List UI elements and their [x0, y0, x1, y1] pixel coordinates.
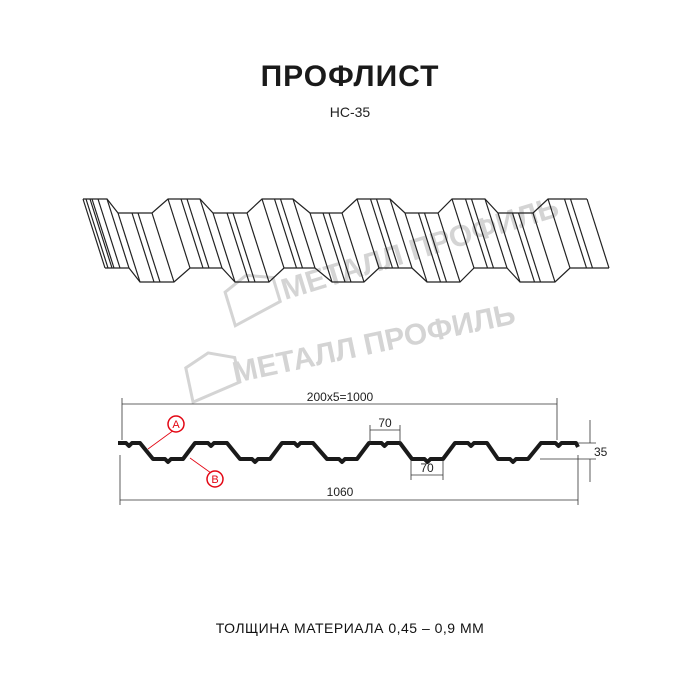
sheet-fold-line — [261, 198, 285, 269]
sheet-rib-line — [423, 212, 448, 283]
sheet-rib-line — [322, 212, 346, 283]
dim-crest-width: 70 — [378, 416, 392, 430]
dim-pitch-total: 200x5=1000 — [307, 390, 374, 404]
sheet-fold-line — [532, 212, 556, 283]
sheet-fold-line — [212, 212, 236, 283]
sheet-rib-line — [137, 212, 161, 283]
sheet-rib-line — [369, 198, 394, 269]
sheet-fold-line — [497, 212, 521, 283]
sheet-rib-line — [226, 212, 250, 283]
sheet-fold-line — [484, 198, 508, 269]
sheet-fold-line — [167, 198, 191, 269]
sheet-rib-line — [91, 198, 115, 269]
sheet-fold-line — [199, 198, 223, 269]
svg-text:A: A — [172, 419, 180, 431]
profile-line — [118, 441, 580, 464]
sheet-fold-line — [309, 212, 333, 283]
sheet-fold-line — [586, 198, 610, 269]
sheet-rib-line — [470, 198, 495, 269]
sheet-rib-line — [131, 212, 155, 283]
svg-text:B: B — [211, 474, 218, 486]
sheet-bottom-edge — [105, 267, 609, 283]
sheet-fold-line — [82, 198, 106, 269]
dim-height: 35 — [594, 445, 608, 459]
sheet-rib-line — [328, 212, 352, 283]
watermark-text: МЕТАЛЛ ПРОФИЛЬ — [277, 191, 562, 307]
material-thickness: ТОЛЩИНА МАТЕРИАЛА 0,45 – 0,9 ММ — [215, 620, 485, 636]
sheet-rib-line — [180, 198, 204, 269]
sheet-top-edge — [83, 198, 587, 214]
sheet-fold-line — [437, 212, 461, 283]
dim-trough-width: 70 — [420, 461, 434, 475]
dim-overall-width: 1060 — [327, 485, 354, 499]
sheet-edge-line — [89, 198, 113, 269]
sheet-rib-line — [511, 212, 536, 283]
sheet-fold-line — [341, 212, 365, 283]
callout-b: B — [189, 457, 224, 488]
watermark-bottom: МЕТАЛЛ ПРОФИЛЬ — [184, 298, 519, 405]
model-subtitle: НС-35 — [329, 104, 371, 120]
profile-section — [118, 441, 580, 464]
logo-icon — [223, 273, 283, 328]
sheet-fold-line — [117, 212, 141, 283]
callout-a: A — [147, 415, 185, 450]
page-title: ПРОФЛИСТ — [260, 60, 440, 93]
sheet-fold-line — [106, 198, 130, 269]
sheet-rib-line — [417, 212, 442, 283]
sheet-fold-line — [246, 212, 270, 283]
sheet-rib-line — [464, 198, 489, 269]
sheet-rib-line — [186, 198, 210, 269]
sheet-fold-line — [356, 198, 380, 269]
sheet-rib-line — [232, 212, 256, 283]
sheet-fold-line — [292, 198, 316, 269]
sheet-rib-line — [273, 198, 298, 269]
sheet-rib-line — [97, 198, 121, 269]
sheet-3d-view — [82, 198, 610, 283]
watermark-text: МЕТАЛЛ ПРОФИЛЬ — [230, 298, 519, 390]
dimension-lines — [119, 398, 596, 505]
sheet-rib-line — [517, 212, 542, 283]
sheet-fold-line — [151, 212, 175, 283]
logo-icon — [184, 351, 242, 405]
sheet-fold-line — [404, 212, 428, 283]
sheet-fold-line — [389, 198, 413, 269]
sheet-fold-line — [451, 198, 475, 269]
sheet-rib-line — [569, 198, 594, 269]
sheet-rib-line — [279, 198, 304, 269]
sheet-rib-line — [563, 198, 588, 269]
sheet-fold-line — [547, 198, 571, 269]
sheet-rib-line — [375, 198, 400, 269]
sheet-edge-line — [85, 198, 109, 269]
